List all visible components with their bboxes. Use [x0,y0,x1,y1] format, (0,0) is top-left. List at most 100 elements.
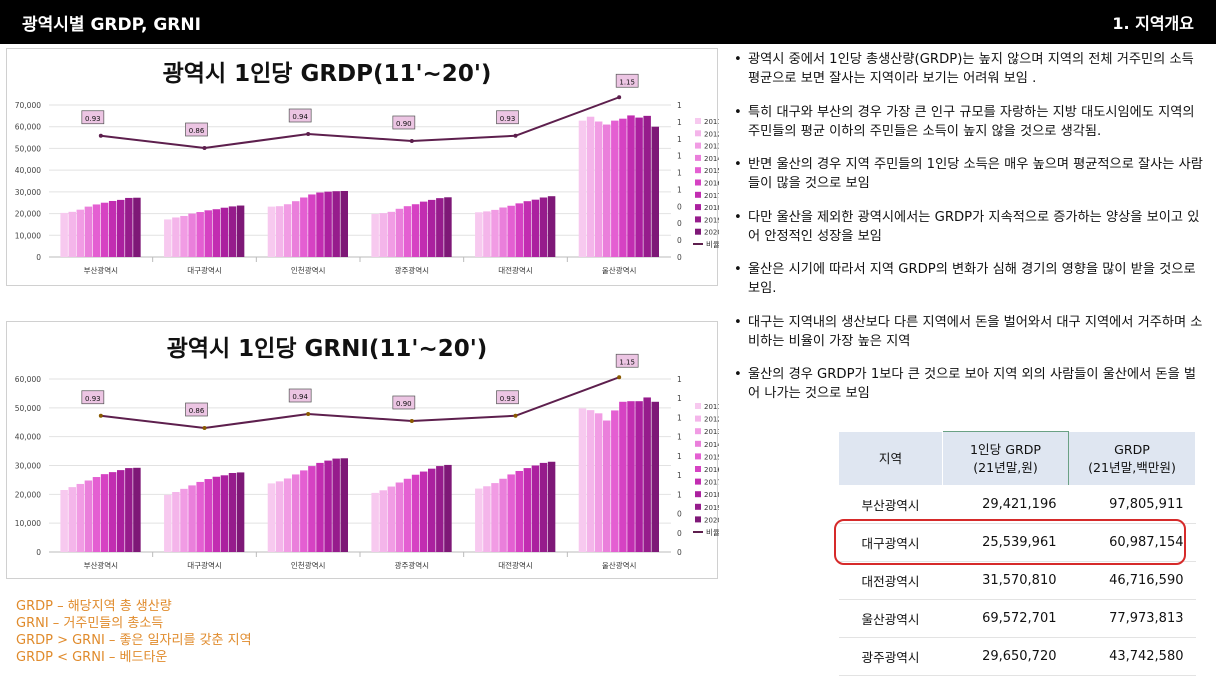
bar [531,199,540,257]
ratio-data-label: 0.90 [392,395,416,410]
note-line: GRDP < GRNI – 베드타운 [16,650,168,665]
table-row: 대구광역시 25,539,961 60,987,154 [838,523,1196,562]
bar [60,490,68,552]
bar [419,201,428,257]
bar [220,207,229,257]
value-cell: 77,973,813 [1068,599,1196,638]
note-line: GRNI – 거주민들의 총소득 [16,616,164,631]
ratio-line [100,96,620,150]
y2-tick-label: 1 [677,101,682,110]
y-tick-label: 0 [36,253,41,262]
y-tick-label: 0 [36,548,41,557]
bar [117,470,125,552]
y-tick-label: 50,000 [15,144,41,153]
bar [308,194,316,257]
bar [428,468,436,552]
bar [125,197,133,257]
value-cell: 29,421,196 [942,485,1069,524]
bar [275,206,284,257]
bar [125,468,133,552]
bar [403,206,412,257]
y2-tick-label: 1 [677,135,682,144]
slide-header: 광역시별 GRDP, GRNI 1. 지역개요 [0,0,1216,44]
value-cell: 69,572,701 [942,599,1069,638]
bar [411,474,420,552]
svg-text:2014: 2014 [704,155,719,163]
ratio-point [202,146,207,150]
chart-title: 광역시 1인당 GRDP(11'~20') [163,61,492,87]
ratio-point [306,412,311,416]
legend-entry: 2016 [695,466,719,474]
bar [586,410,595,552]
x-tick-label: 대구광역시 [187,265,222,275]
svg-text:0.93: 0.93 [85,395,101,403]
x-tick-label: 울산광역시 [602,265,637,275]
legend-entry-ratio: 비율 [693,528,719,537]
bar [324,460,332,552]
ratio-point [98,133,103,138]
bar [188,213,196,257]
bar [308,466,316,552]
ratio-data-label: 0.86 [185,122,208,137]
legend-entry: 2020 [695,228,719,237]
x-tick-label: 대전광역시 [498,560,533,570]
ratio-point [98,413,103,418]
bar [172,217,180,257]
bar [204,210,212,257]
bar [196,481,204,552]
x-tick-label: 대구광역시 [187,560,222,570]
bar [499,478,507,552]
bullet-list: 광역시 중에서 1인당 총생산량(GRDP)는 높지 않으며 지역의 전체 거주… [734,50,1204,418]
y2-tick-label: 1 [677,375,682,384]
svg-text:0.93: 0.93 [500,395,516,403]
bar [523,468,532,552]
y2-tick-label: 1 [677,433,682,442]
bar [586,116,595,258]
bar [196,212,204,257]
y-tick-label: 10,000 [15,231,41,240]
ratio-data-label: 0.93 [81,390,105,405]
header-grdp: GRDP (21년말,백만원) [1068,431,1196,486]
bar [117,199,125,257]
value-cell: 31,570,810 [942,561,1069,600]
ratio-data-label: 0.94 [288,108,312,123]
bullet-item: 대구는 지역내의 생산보다 다른 지역에서 돈을 벌어와서 대구 지역에서 거주… [734,313,1204,351]
bar [539,462,548,552]
svg-text:2018: 2018 [704,491,719,499]
ratio-data-label: 1.15 [615,73,639,88]
ratio-point [306,132,311,136]
bar [291,474,300,552]
y2-tick-label: 1 [677,452,682,461]
svg-text:2014: 2014 [704,441,719,449]
bar [108,472,117,552]
ratio-data-label: 0.93 [496,390,519,405]
bar [578,120,587,258]
legend-entry: 2014 [695,440,719,449]
bar [475,488,483,552]
bar [444,197,452,257]
bar [267,206,276,257]
x-tick-label: 인천광역시 [291,560,326,570]
grdp-chart: 광역시 1인당 GRDP(11'~20') 70,000 60,000 50,000 4… [6,48,719,286]
x-tick-label: 부산광역시 [84,265,119,275]
bar [164,219,172,257]
bar [100,202,109,257]
y-tick-label: 20,000 [15,490,41,499]
bar [627,115,635,258]
region-name-cell: 대구광역시 [838,523,943,562]
bullet-item: 울산은 시기에 따라서 지역 GRDP의 변화가 심해 경기의 영향을 많이 받… [734,260,1204,298]
bar [236,472,245,552]
bar [371,492,379,552]
bar [236,205,245,257]
bar [483,211,491,257]
legend-entry: 2014 [695,154,719,163]
bar [523,201,532,257]
bar [436,198,444,257]
svg-text:2013: 2013 [704,143,719,151]
header-per-capita-grdp: 1인당 GRDP (21년말,원) [942,431,1069,486]
chart-svg: 광역시 1인당 GRNI(11'~20') 60,000 50,000 40,000 3… [15,336,719,570]
bar [379,213,387,257]
region-name-cell: 광주광역시 [838,637,943,676]
legend-entry-ratio: 비율 [693,240,719,249]
x-tick-label: 울산광역시 [602,560,637,570]
